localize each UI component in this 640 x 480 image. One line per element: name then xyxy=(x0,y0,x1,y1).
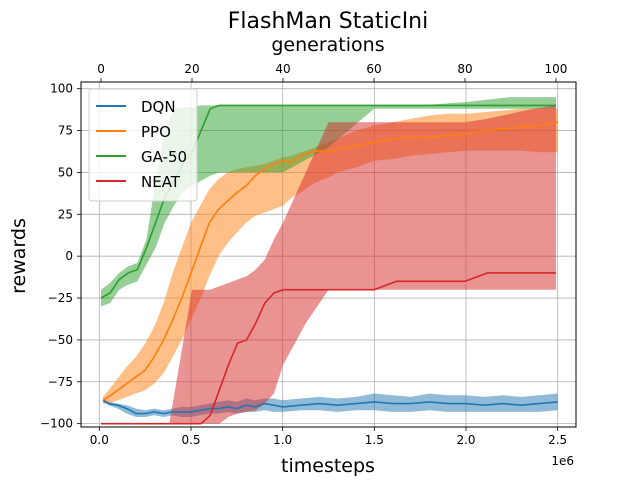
line-dqn xyxy=(102,399,558,415)
x-tick-label: 1.5 xyxy=(365,433,384,447)
top-tick-label: 100 xyxy=(545,62,568,76)
y-tick-label: 75 xyxy=(58,124,73,138)
top-tick-label: 80 xyxy=(457,62,472,76)
line-ppo xyxy=(102,121,558,401)
legend-label-neat: NEAT xyxy=(141,173,181,191)
legend-label-dqn: DQN xyxy=(141,98,176,116)
chart-title: FlashMan StaticIni xyxy=(228,9,429,34)
top-tick-label: 60 xyxy=(366,62,381,76)
band-neat xyxy=(101,105,556,424)
legend-label-ppo: PPO xyxy=(141,123,171,141)
top-tick-label: 40 xyxy=(275,62,290,76)
y-tick-label: −100 xyxy=(40,417,73,431)
top-axis-label: generations xyxy=(271,34,384,56)
legend-label-ga-50: GA-50 xyxy=(141,148,187,166)
x-tick-label: 0.0 xyxy=(90,433,109,447)
series-lines xyxy=(100,104,558,425)
band-ga-50 xyxy=(101,97,556,307)
top-tick-label: 0 xyxy=(97,62,105,76)
y-tick-label: −50 xyxy=(48,333,73,347)
legend: DQN PPO GA-50 NEAT xyxy=(88,88,198,202)
line-ga-50 xyxy=(100,104,556,299)
y-tick-label: 100 xyxy=(50,82,73,96)
plot-frame xyxy=(80,81,577,428)
tick-marks: 0.0 0.5 1.0 1.5 2.0 2.5 0 20 40 60 80 100 −100 −75 −50… xyxy=(40,62,567,447)
y-axis-label: rewards xyxy=(8,218,30,294)
y-tick-label: 50 xyxy=(58,165,73,179)
line-neat xyxy=(101,272,556,425)
top-tick-label: 20 xyxy=(184,62,199,76)
y-tick-label: 0 xyxy=(65,249,73,263)
y-tick-label: 25 xyxy=(58,207,73,221)
x-tick-label: 2.5 xyxy=(548,433,567,447)
legend-box xyxy=(88,88,198,202)
x-offset-label: 1e6 xyxy=(551,454,574,468)
y-tick-label: −25 xyxy=(48,291,73,305)
x-tick-label: 0.5 xyxy=(181,433,200,447)
band-ppo xyxy=(103,108,558,404)
x-axis-label: timesteps xyxy=(281,455,375,477)
x-tick-label: 1.0 xyxy=(273,433,292,447)
y-tick-label: −75 xyxy=(48,375,73,389)
x-tick-label: 2.0 xyxy=(456,433,475,447)
